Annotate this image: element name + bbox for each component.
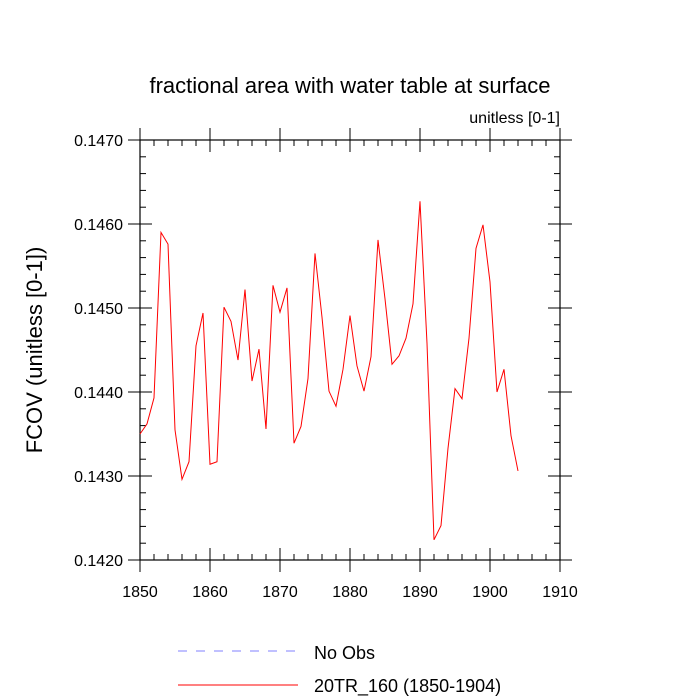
plot-frame [139,139,561,561]
legend-label-20tr-160: 20TR_160 (1850-1904) [314,676,501,697]
y-axis-label: FCOV (unitless [0-1]) [22,247,47,454]
legend-label-no-obs: No Obs [314,643,375,663]
series-lines [139,201,519,541]
x-tick-label: 1880 [332,584,368,601]
y-tick-label: 0.1420 [74,553,123,570]
y-tick-label: 0.1470 [74,133,123,150]
axis-tick-labels: 1850 1860 1870 1880 1890 1900 1910 0.1420 0.1430… [74,133,578,601]
chart-title: fractional area with water table at surf… [149,73,550,98]
x-tick-label: 1900 [472,584,508,601]
x-tick-label: 1910 [542,584,578,601]
axis-ticks [128,128,572,572]
x-tick-label: 1870 [262,584,298,601]
y-tick-label: 0.1450 [74,301,123,318]
units-label: unitless [0-1] [469,110,560,127]
x-tick-label: 1850 [122,584,158,601]
y-tick-label: 0.1430 [74,469,123,486]
y-tick-label: 0.1460 [74,217,123,234]
series-line [139,201,519,541]
x-tick-label: 1890 [402,584,438,601]
legend: No Obs 20TR_160 (1850-1904) [178,643,501,697]
x-tick-label: 1860 [192,584,228,601]
y-tick-label: 0.1440 [74,385,123,402]
